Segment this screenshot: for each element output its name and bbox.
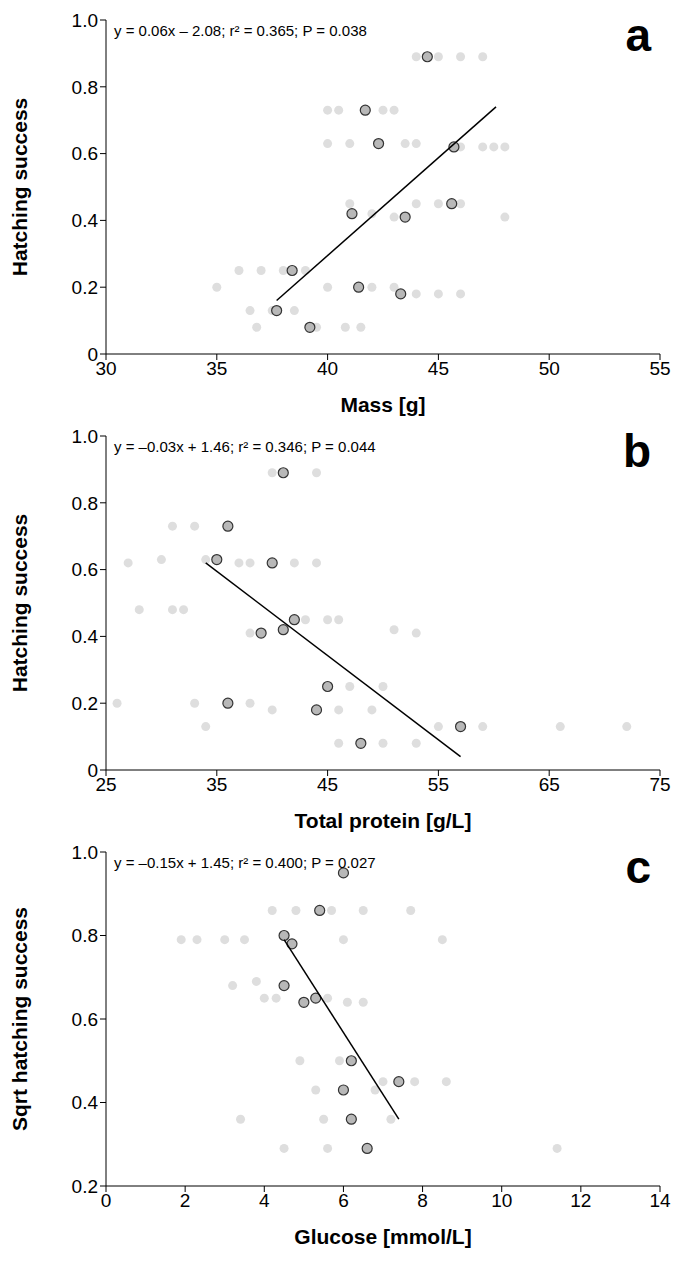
svg-text:0.8: 0.8 bbox=[72, 493, 98, 514]
svg-text:45: 45 bbox=[317, 774, 338, 795]
html-text:y = 0.06x – 2.08; r² = 0.365;: y = 0.06x – 2.08; r² = 0.365; P = 0.038 bbox=[114, 22, 367, 39]
svg-text:10: 10 bbox=[491, 1190, 512, 1211]
svg-text:0.2: 0.2 bbox=[72, 693, 98, 714]
svg-text:0: 0 bbox=[87, 344, 98, 365]
svg-text:0.8: 0.8 bbox=[72, 925, 98, 946]
svg-text:8: 8 bbox=[417, 1190, 428, 1211]
svg-text:1.0: 1.0 bbox=[72, 842, 98, 863]
svg-text:25: 25 bbox=[95, 774, 116, 795]
svg-text:1.0: 1.0 bbox=[72, 10, 98, 31]
svg-text:0.6: 0.6 bbox=[72, 143, 98, 164]
svg-text:35: 35 bbox=[206, 774, 227, 795]
svg-text:40: 40 bbox=[317, 358, 338, 379]
svg-text:Hatching success: Hatching success bbox=[8, 514, 31, 693]
svg-text:Glucose [mmol/L]: Glucose [mmol/L] bbox=[294, 1225, 471, 1248]
svg-text:0: 0 bbox=[101, 1190, 112, 1211]
svg-text:12: 12 bbox=[570, 1190, 591, 1211]
svg-text:55: 55 bbox=[428, 774, 449, 795]
svg-text:1.0: 1.0 bbox=[72, 426, 98, 447]
svg-text:0.4: 0.4 bbox=[72, 210, 99, 231]
svg-text:0.8: 0.8 bbox=[72, 77, 98, 98]
svg-text:0.6: 0.6 bbox=[72, 1009, 98, 1030]
html-text:b: b bbox=[622, 425, 651, 477]
svg-text:55: 55 bbox=[649, 358, 670, 379]
svg-text:Sqrt hatching success: Sqrt hatching success bbox=[8, 907, 31, 1131]
html-text:y = –0.03x + 1.46; r² = 0.346;: y = –0.03x + 1.46; r² = 0.346; P = 0.044 bbox=[114, 438, 376, 455]
svg-text:75: 75 bbox=[649, 774, 670, 795]
svg-text:50: 50 bbox=[539, 358, 560, 379]
svg-text:35: 35 bbox=[206, 358, 227, 379]
svg-text:0.2: 0.2 bbox=[72, 1176, 98, 1197]
svg-text:Total protein [g/L]: Total protein [g/L] bbox=[295, 809, 472, 832]
svg-text:45: 45 bbox=[428, 358, 449, 379]
svg-text:2: 2 bbox=[180, 1190, 191, 1211]
svg-text:6: 6 bbox=[338, 1190, 349, 1211]
html-text:a: a bbox=[625, 9, 651, 61]
svg-text:0.4: 0.4 bbox=[72, 1092, 99, 1113]
svg-text:0.6: 0.6 bbox=[72, 559, 98, 580]
svg-text:0.2: 0.2 bbox=[72, 277, 98, 298]
svg-text:4: 4 bbox=[259, 1190, 270, 1211]
svg-text:Mass [g]: Mass [g] bbox=[340, 393, 425, 416]
svg-text:30: 30 bbox=[95, 358, 116, 379]
html-text:c: c bbox=[625, 841, 651, 893]
svg-text:65: 65 bbox=[539, 774, 560, 795]
svg-text:14: 14 bbox=[649, 1190, 671, 1211]
svg-text:Hatching success: Hatching success bbox=[8, 98, 31, 277]
svg-text:0: 0 bbox=[87, 760, 98, 781]
html-text:y = –0.15x + 1.45; r² = 0.400;: y = –0.15x + 1.45; r² = 0.400; P = 0.027 bbox=[114, 854, 376, 871]
svg-text:0.4: 0.4 bbox=[72, 626, 99, 647]
